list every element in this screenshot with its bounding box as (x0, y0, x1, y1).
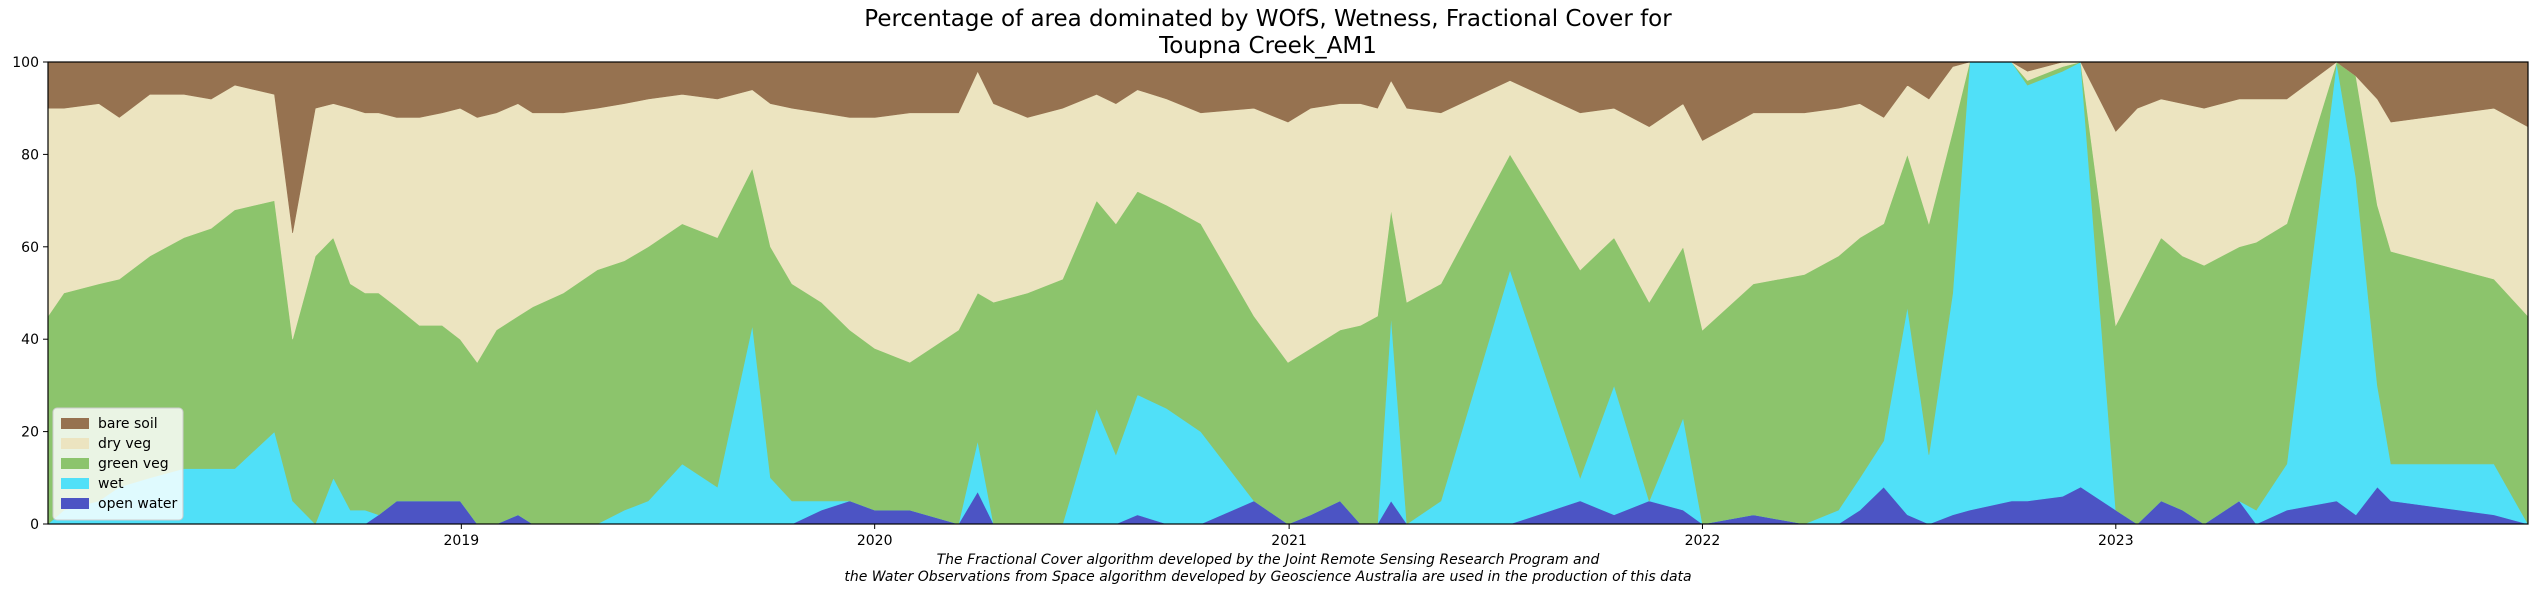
legend-label-green-veg: green veg (98, 456, 169, 472)
legend-swatch-green-veg (61, 458, 89, 469)
y-tick-label-0: 0 (30, 517, 39, 533)
x-tick-label-2021: 2021 (1271, 533, 1307, 549)
y-tick-label-20: 20 (21, 425, 39, 441)
x-tick-label-2020: 2020 (857, 533, 893, 549)
area-series-group (47, 61, 2529, 526)
x-tick-label-2019: 2019 (444, 533, 480, 549)
axes-group: 0 20 40 60 80 100 2019 2020 2021 2022 2023 (12, 55, 2529, 549)
plot-frame (47, 61, 2529, 525)
legend-label-bare-soil: bare soil (98, 416, 158, 432)
y-tick-label-100: 100 (12, 55, 39, 71)
y-tick-label-60: 60 (21, 240, 39, 256)
x-tick-label-2022: 2022 (1685, 533, 1721, 549)
legend-box (52, 407, 184, 521)
x-tick-label-2023: 2023 (2098, 533, 2134, 549)
y-tick-label-80: 80 (21, 147, 39, 163)
legend-swatch-dry-veg (61, 438, 89, 449)
caption-line2: the Water Observations from Space algori… (844, 569, 1692, 585)
legend-swatch-wet (61, 478, 89, 489)
legend-swatch-open-water (61, 498, 89, 509)
legend: bare soil dry veg green veg wet open water (52, 407, 184, 521)
y-tick-label-40: 40 (21, 332, 39, 348)
legend-label-open-water: open water (98, 496, 178, 512)
caption-line1: The Fractional Cover algorithm developed… (936, 552, 1600, 568)
chart-title-line2: Toupna Creek_AM1 (1159, 33, 1377, 59)
legend-label-wet: wet (98, 476, 124, 492)
legend-swatch-bare-soil (61, 418, 89, 429)
legend-label-dry-veg: dry veg (98, 436, 151, 452)
chart-title-line1: Percentage of area dominated by WOfS, We… (864, 6, 1672, 32)
